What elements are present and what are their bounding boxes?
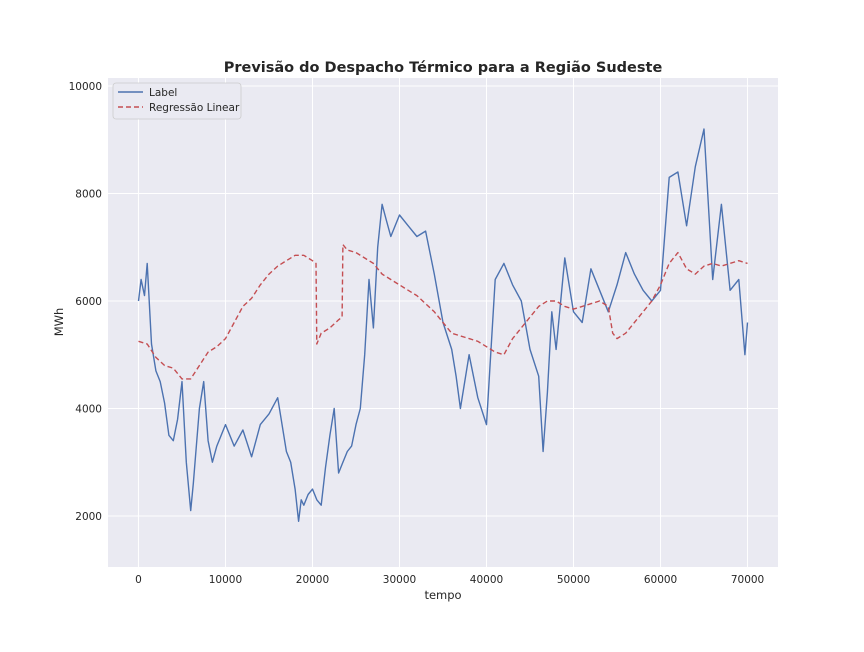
series-layer	[137, 128, 749, 522]
y-tick-label: 2000	[75, 511, 102, 523]
legend-box	[112, 82, 242, 120]
series-line-label	[137, 128, 749, 522]
grid-lines	[108, 78, 778, 567]
series-line-regressao-linear	[138, 243, 748, 380]
y-axis-label: MWh	[52, 308, 66, 337]
x-tick-label: 30000	[383, 574, 416, 586]
x-tick-label: 0	[135, 574, 142, 586]
legend: Label Regressão Linear	[112, 82, 242, 120]
legend-label-regressao-linear: Regressão Linear	[149, 102, 240, 114]
y-tick-label: 8000	[75, 189, 102, 201]
chart-title: Previsão do Despacho Térmico para a Regi…	[224, 60, 663, 76]
legend-label-label: Label	[149, 87, 177, 99]
x-tick-label: 60000	[644, 574, 677, 586]
x-tick-label: 40000	[470, 574, 503, 586]
x-tick-label: 20000	[296, 574, 329, 586]
x-axis-label: tempo	[424, 588, 461, 602]
x-tick-label: 50000	[557, 574, 590, 586]
y-tick-label: 10000	[69, 81, 102, 93]
x-tick-label: 70000	[731, 574, 764, 586]
tick-labels: 0 10000 20000 30000 40000 50000 60000 70000 2000…	[69, 81, 765, 586]
y-tick-label: 4000	[75, 403, 102, 415]
y-tick-label: 6000	[75, 296, 102, 308]
x-tick-label: 10000	[209, 574, 242, 586]
